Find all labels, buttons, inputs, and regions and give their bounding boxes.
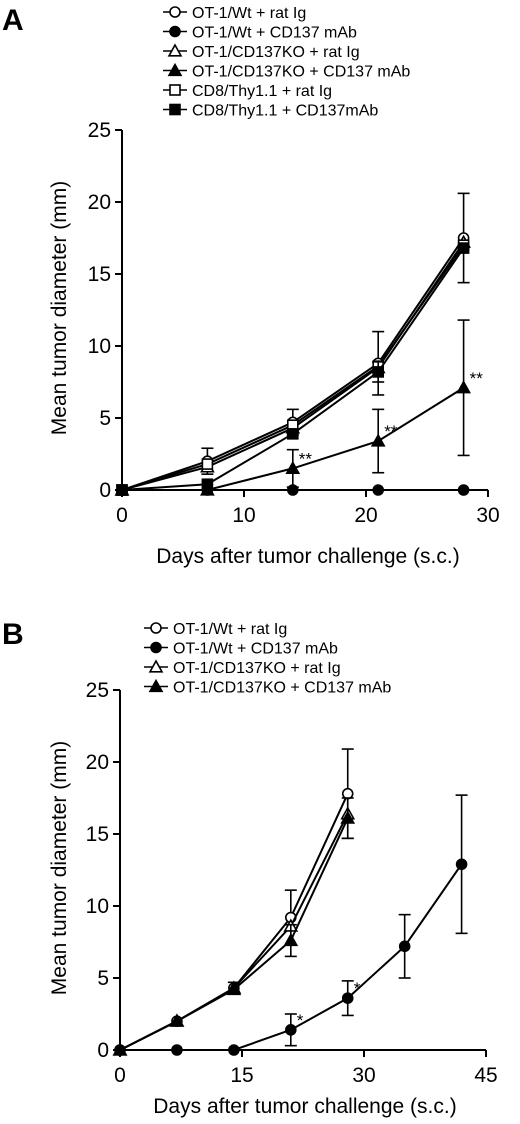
panel-a-significance-mark: ** [470, 369, 484, 388]
panel-a-legend-marker [169, 25, 181, 38]
panel-b-x-tick-label: 30 [352, 1064, 375, 1087]
panel-a-data-point [372, 366, 385, 378]
panel-a-legend-marker [169, 84, 181, 96]
panel-a-legend-item: OT-1/Wt + rat Ig [163, 5, 306, 22]
panel-a-legend-marker [169, 6, 181, 18]
panel-b-legend-label: OT-1/CD137KO + CD137 mAb [173, 680, 391, 697]
panel-b-data-point [226, 981, 242, 996]
panel-b-data-point [341, 992, 354, 1004]
panel-a-significance-mark: ** [299, 449, 313, 468]
panel-b-series-3 [112, 806, 356, 1056]
panel-b-y-tick-label: 5 [97, 967, 109, 990]
panel-b-x-tick-label: 15 [230, 1064, 253, 1087]
panel-a-y-tick-label: 0 [99, 479, 111, 502]
panel-a-y-tick-label: 10 [88, 335, 111, 358]
panel-b-legend-item: OT-1/CD137KO + CD137 mAb [144, 678, 391, 697]
panel-a-legend-item: OT-1/Wt + CD137 mAb [163, 25, 357, 42]
panel-b-legend-item: OT-1/Wt + rat Ig [144, 621, 287, 638]
panel-a-x-axis-label: Days after tumor challenge (s.c.) [156, 545, 459, 568]
panel-b-data-point [455, 858, 468, 871]
panel-b-legend-marker [150, 641, 162, 654]
panel-b-series-4 [112, 797, 356, 1056]
panel-b-significance-mark: * [354, 979, 361, 998]
panel-a-y-tick-label: 15 [88, 263, 111, 286]
panel-b-y-tick-label: 10 [86, 895, 109, 918]
panel-b-legend-item: OT-1/CD137KO + rat Ig [144, 659, 341, 677]
panel-b-data-point [169, 1013, 185, 1027]
panel-b-legend-marker [150, 622, 162, 634]
panel-b-y-tick-label: 20 [86, 751, 109, 774]
panel-b-y-tick-label: 25 [86, 679, 109, 702]
panel-a-legend-label: OT-1/Wt + rat Ig [192, 5, 306, 22]
panel-b-legend-label: OT-1/Wt + rat Ig [173, 621, 287, 638]
panel-a-legend-label: OT-1/Wt + CD137 mAb [192, 25, 357, 42]
panel-a-y-tick-label: 5 [99, 407, 111, 430]
panel-a-data-point [201, 478, 214, 491]
panel-a-letter: A [2, 4, 24, 37]
panel-b-legend-label: OT-1/Wt + CD137 mAb [173, 641, 338, 658]
panel-a-significance-mark: ** [384, 422, 398, 441]
panel-b-series-line [119, 813, 349, 1051]
panel-a-legend: OT-1/Wt + rat Ig OT-1/Wt + CD137 mAb OT-1/… [163, 5, 410, 120]
panel-b-data-point [228, 1044, 240, 1056]
panel-b-legend-label: OT-1/CD137KO + rat Ig [173, 660, 341, 677]
panel-b-letter: B [2, 618, 24, 651]
panel-b-series-line [119, 793, 349, 1051]
panel-b-series-1 [114, 748, 354, 1056]
panel-b-data-point [112, 1042, 128, 1056]
panel-a-data-point [201, 458, 214, 470]
panel-b-x-tick-label: 45 [474, 1064, 497, 1087]
panel-b-series-line [119, 817, 349, 1051]
panel-a-legend-label: CD8/Thy1.1 + CD137mAb [192, 103, 378, 120]
panel-a-data-point [372, 484, 385, 496]
panel-a-legend-item: CD8/Thy1.1 + CD137mAb [163, 103, 378, 120]
panel-b-y-tick-label: 15 [86, 823, 109, 846]
panel-a-y-tick-label: 25 [88, 119, 111, 142]
panel-b-data-point [398, 940, 411, 953]
panel-a-data-point [370, 433, 386, 447]
panel-a-y-tick-label: 20 [88, 191, 111, 214]
panel-a-data-point [286, 428, 299, 440]
panel-a-legend-item: OT-1/CD137KO + rat Ig [163, 43, 360, 61]
panel-a-legend-marker [167, 62, 183, 77]
panel-a-legend-marker [169, 103, 181, 116]
panel-b-y-axis-label: Mean tumor diameter (mm) [48, 741, 71, 995]
panel-b-legend-marker [148, 659, 164, 673]
panel-a-legend-item: OT-1/CD137KO + CD137 mAb [163, 62, 410, 81]
panel-a-data-point [457, 484, 470, 496]
panel-a-series-6 [116, 242, 470, 496]
panel-a-y-axis-label: Mean tumor diameter (mm) [48, 181, 71, 435]
panel-b-significance-mark: * [297, 1011, 304, 1030]
panel-b-x-tick-label: 0 [114, 1064, 126, 1087]
panel-b-data-point [341, 787, 354, 800]
panel-b-data-point [171, 1044, 183, 1056]
panel-a-legend-label: OT-1/CD137KO + CD137 mAb [192, 64, 410, 81]
panel-b-y-tick-label: 0 [97, 1039, 109, 1062]
panel-a-legend-marker [167, 43, 183, 57]
panel-b-x-axis-label: Days after tumor challenge (s.c.) [153, 1095, 456, 1118]
panel-a-x-tick-label: 30 [476, 504, 499, 527]
panel-b-legend-marker [148, 678, 164, 693]
panel-a-data-point [285, 460, 301, 475]
panel-a-legend-label: OT-1/CD137KO + rat Ig [192, 44, 360, 61]
panel-a-plot: 0 5 10 15 20 25 0 10 20 30 ** ** ** [88, 119, 500, 527]
panel-a-series-4 [114, 319, 471, 496]
panel-a-data-point [457, 242, 470, 254]
panel-a-x-tick-label: 10 [232, 504, 255, 527]
panel-a-x-tick-label: 20 [354, 504, 377, 527]
panel-b-plot: 0 5 10 15 20 25 0 15 30 45 * * [86, 679, 498, 1087]
panel-b-data-point [340, 810, 356, 824]
panel-a-legend-label: CD8/Thy1.1 + rat Ig [192, 83, 332, 100]
panel-a-x-tick-label: 0 [116, 504, 128, 527]
panel-a-data-point [116, 484, 128, 496]
panel-b-data-point [283, 932, 299, 947]
panel-a-data-point [456, 380, 471, 394]
panel-b-data-point [284, 1024, 297, 1036]
panel-a-legend-item: CD8/Thy1.1 + rat Ig [163, 83, 332, 100]
panel-b-legend: OT-1/Wt + rat Ig OT-1/Wt + CD137 mAb OT-1/… [144, 621, 391, 697]
panel-b-legend-item: OT-1/Wt + CD137 mAb [144, 641, 338, 658]
